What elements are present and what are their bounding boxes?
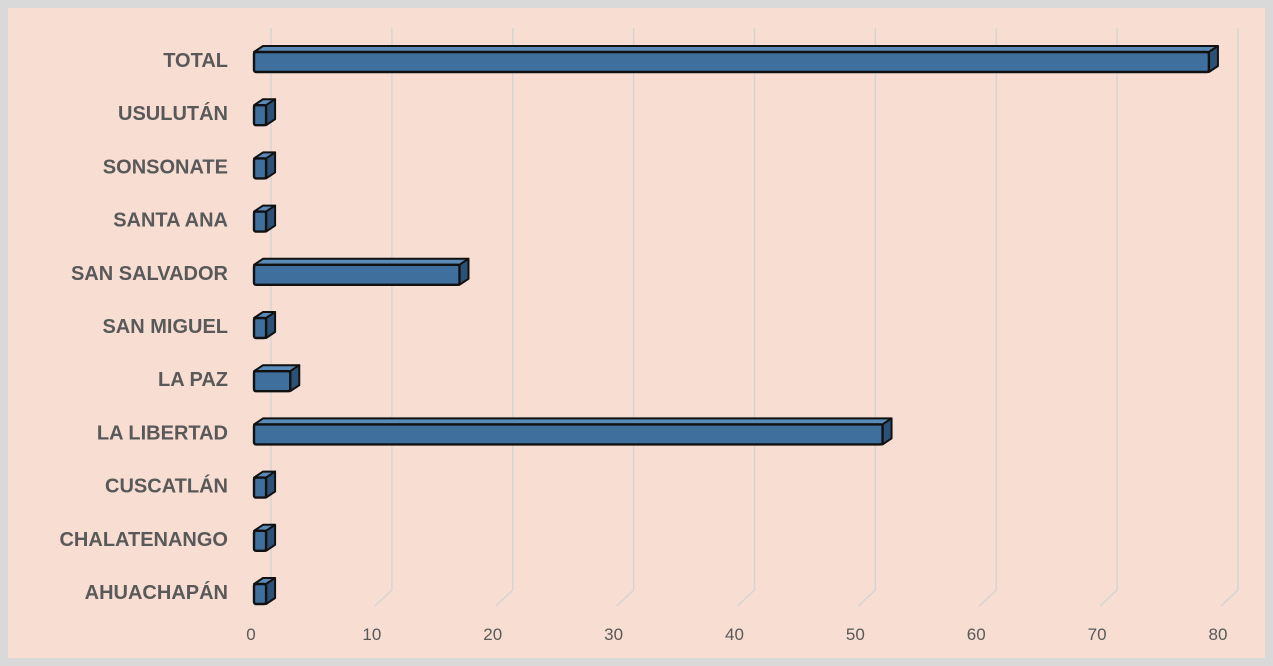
category-label-san-miguel: SAN MIGUEL	[102, 316, 228, 338]
bar-san-miguel	[252, 311, 277, 340]
bar-ahuachapan	[252, 577, 277, 606]
gridline-70	[1099, 28, 1118, 607]
x-tick-label-20: 20	[483, 625, 502, 644]
x-tick-label-50: 50	[846, 625, 865, 644]
category-labels: TOTAL USULUTÁN SONSONATE SANTA ANA SAN SALVA…	[59, 50, 228, 604]
gridline-80	[1220, 28, 1239, 607]
bar-santa-ana	[252, 204, 277, 233]
bar-la-paz	[252, 364, 301, 393]
category-label-chalatenango: CHALATENANGO	[59, 529, 228, 551]
category-label-santa-ana: SANTA ANA	[113, 210, 228, 232]
x-tick-label-70: 70	[1088, 625, 1107, 644]
x-tick-label-10: 10	[362, 625, 381, 644]
gridline-50	[857, 28, 877, 607]
grid-layer	[253, 28, 1239, 607]
bar-san-salvador	[252, 257, 470, 286]
category-label-san-salvador: SAN SALVADOR	[71, 263, 229, 285]
bar-sonsonate	[252, 151, 277, 180]
chart-frame: TOTAL USULUTÁN SONSONATE SANTA ANA SAN SALVA…	[8, 8, 1265, 658]
category-label-total: TOTAL	[163, 50, 228, 72]
x-tick-label-80: 80	[1209, 625, 1228, 644]
bar-usulutan	[252, 98, 277, 127]
gridline-10	[374, 28, 393, 607]
gridline-20	[495, 28, 514, 607]
gridline-60	[978, 28, 997, 607]
bar-cuscatlan	[252, 470, 277, 499]
bar-total	[252, 45, 1219, 74]
x-tick-label-60: 60	[967, 625, 986, 644]
category-label-ahuachapan: AHUACHAPÁN	[85, 581, 228, 604]
x-tick-label-40: 40	[725, 625, 744, 644]
gridline-40	[737, 28, 756, 607]
category-label-cuscatlan: CUSCATLÁN	[105, 475, 228, 498]
gridline-30	[616, 28, 635, 607]
bar-la-libertad	[252, 417, 893, 446]
bar-chalatenango	[252, 523, 277, 552]
bar-chart: TOTAL USULUTÁN SONSONATE SANTA ANA SAN SALVA…	[59, 28, 1239, 644]
x-tick-label-0: 0	[246, 625, 255, 644]
bar-layer	[252, 45, 1219, 606]
category-label-usulutan: USULUTÁN	[118, 102, 228, 125]
category-label-la-paz: LA PAZ	[158, 369, 228, 391]
category-label-la-libertad: LA LIBERTAD	[97, 422, 228, 444]
x-tick-label-30: 30	[604, 625, 623, 644]
category-label-sonsonate: SONSONATE	[103, 156, 228, 178]
x-axis-tick-labels: 0 10 20 30 40 50 60 70 80	[246, 625, 1227, 644]
